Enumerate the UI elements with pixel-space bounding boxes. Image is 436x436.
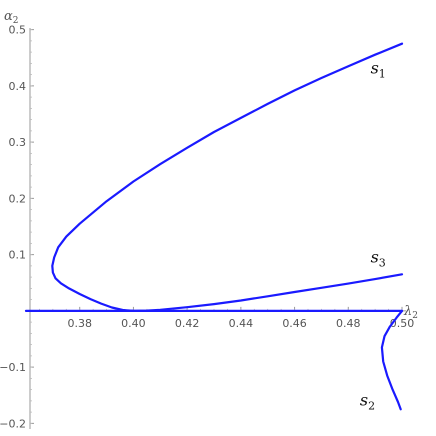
series-label-s2-base: s bbox=[360, 390, 368, 409]
series-label-s2-sub: 2 bbox=[368, 399, 375, 412]
x-axis-label-sub: 2 bbox=[412, 311, 418, 321]
curves bbox=[24, 42, 404, 411]
series-label-s3-sub: 3 bbox=[379, 256, 386, 269]
x-tick-label: 0.46 bbox=[282, 317, 307, 330]
x-tick-label: 0.40 bbox=[121, 317, 146, 330]
y-tick-label: 0.1 bbox=[9, 249, 27, 262]
labels: α2 λ2 s1 s3 s2 bbox=[4, 9, 418, 412]
series-label-s3-base: s bbox=[371, 247, 379, 266]
y-tick-label: 0.3 bbox=[9, 136, 27, 149]
series-line-s2 bbox=[380, 309, 404, 411]
y-tick-label: −0.2 bbox=[0, 417, 26, 430]
axes bbox=[29, 28, 406, 429]
x-tick-label: 0.38 bbox=[67, 317, 92, 330]
y-tick-label: 0.4 bbox=[9, 80, 27, 93]
series-line-s3 bbox=[121, 273, 404, 312]
x-tick-label: 0.42 bbox=[175, 317, 200, 330]
y-axis-label: α2 bbox=[4, 9, 19, 26]
y-tick-label: −0.1 bbox=[0, 361, 26, 374]
y-tick-label: 0.5 bbox=[9, 24, 27, 37]
y-axis-label-base: α bbox=[4, 9, 13, 24]
series-label-s1-sub: 1 bbox=[379, 68, 386, 81]
x-tick-label: 0.48 bbox=[336, 317, 361, 330]
x-tick-label: 0.44 bbox=[229, 317, 254, 330]
series-label-s1-base: s bbox=[371, 59, 379, 78]
series-label-s1: s1 bbox=[371, 59, 386, 81]
series-label-s2: s2 bbox=[360, 390, 375, 412]
series-line-s1 bbox=[51, 42, 404, 312]
y-tick-label: 0.2 bbox=[9, 192, 27, 205]
y-axis-label-sub: 2 bbox=[13, 16, 19, 26]
x-axis-label: λ2 bbox=[403, 304, 418, 321]
x-axis-label-base: λ bbox=[403, 304, 412, 319]
series-label-s3: s3 bbox=[371, 247, 386, 269]
ticks: 0.38 0.40 0.42 0.44 0.46 0.48 0.500.50.40.30.2… bbox=[0, 24, 414, 431]
